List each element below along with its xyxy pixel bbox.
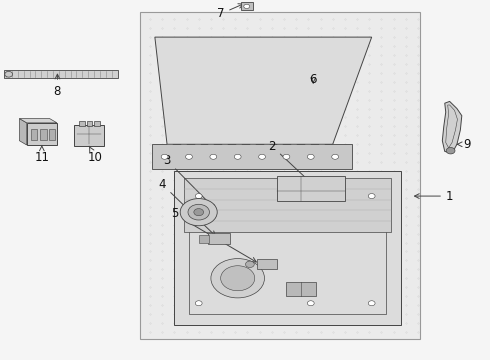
Circle shape bbox=[245, 261, 254, 267]
Circle shape bbox=[5, 71, 13, 77]
Text: 1: 1 bbox=[415, 190, 453, 203]
Polygon shape bbox=[152, 144, 352, 169]
Circle shape bbox=[283, 154, 290, 159]
Polygon shape bbox=[442, 102, 462, 153]
Circle shape bbox=[194, 208, 203, 216]
Text: 2: 2 bbox=[268, 140, 313, 185]
Polygon shape bbox=[20, 118, 57, 123]
Circle shape bbox=[186, 154, 193, 159]
Circle shape bbox=[244, 4, 249, 9]
Polygon shape bbox=[20, 118, 27, 145]
Text: 8: 8 bbox=[54, 74, 61, 98]
Bar bbox=[94, 121, 100, 126]
Text: 6: 6 bbox=[310, 73, 317, 86]
Text: 10: 10 bbox=[88, 146, 103, 165]
Bar bbox=[140, 12, 420, 339]
Circle shape bbox=[180, 199, 217, 226]
Bar bbox=[277, 176, 345, 202]
Text: 9: 9 bbox=[457, 138, 470, 151]
Bar bbox=[79, 121, 85, 126]
Circle shape bbox=[211, 258, 265, 298]
Circle shape bbox=[220, 266, 255, 291]
Circle shape bbox=[368, 194, 375, 199]
Text: 7: 7 bbox=[217, 4, 243, 21]
Polygon shape bbox=[184, 178, 391, 232]
Circle shape bbox=[196, 301, 202, 306]
Bar bbox=[87, 121, 93, 126]
Bar bbox=[49, 129, 55, 140]
Bar bbox=[257, 259, 277, 269]
Circle shape bbox=[234, 154, 241, 159]
Bar bbox=[208, 233, 230, 244]
Bar bbox=[241, 3, 252, 10]
Bar bbox=[287, 282, 316, 296]
Bar bbox=[74, 125, 104, 146]
Circle shape bbox=[161, 154, 168, 159]
Bar bbox=[40, 129, 47, 140]
Text: 3: 3 bbox=[163, 154, 216, 210]
Circle shape bbox=[188, 204, 209, 220]
Bar bbox=[30, 129, 37, 140]
Text: 5: 5 bbox=[171, 207, 256, 262]
Circle shape bbox=[368, 301, 375, 306]
Circle shape bbox=[307, 154, 314, 159]
Polygon shape bbox=[174, 171, 401, 325]
Circle shape bbox=[307, 301, 314, 306]
Bar bbox=[4, 70, 118, 78]
Bar bbox=[199, 235, 209, 243]
Text: 11: 11 bbox=[34, 146, 49, 165]
Polygon shape bbox=[155, 37, 372, 144]
Bar bbox=[27, 123, 57, 145]
Circle shape bbox=[259, 154, 266, 159]
Circle shape bbox=[332, 154, 339, 159]
Circle shape bbox=[210, 154, 217, 159]
Text: 4: 4 bbox=[158, 178, 216, 236]
Circle shape bbox=[446, 148, 455, 154]
Circle shape bbox=[196, 194, 202, 199]
